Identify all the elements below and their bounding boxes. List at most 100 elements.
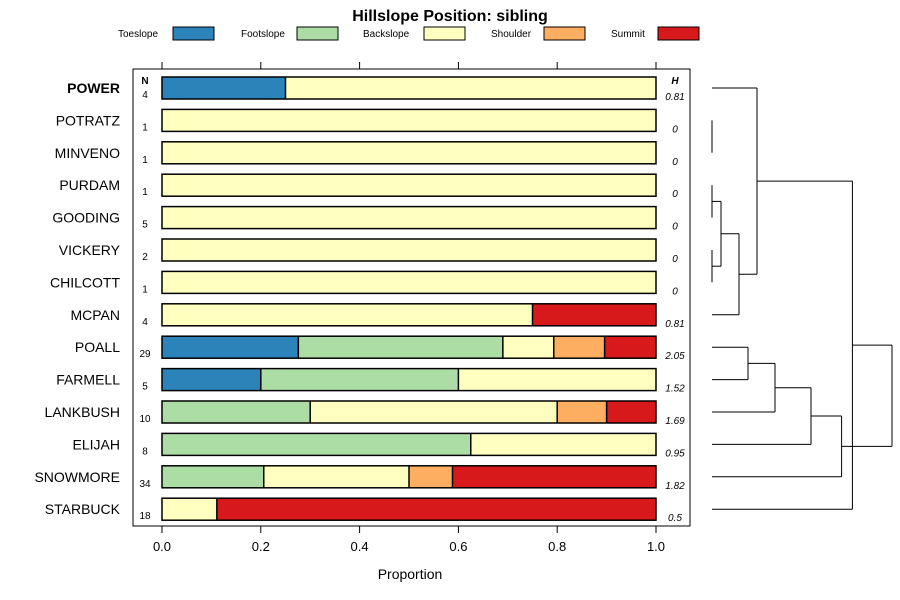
plot-frame bbox=[132, 68, 691, 527]
row-label-purdam: PURDAM bbox=[59, 177, 120, 193]
bars-group bbox=[161, 76, 657, 521]
bar-gooding-backslope bbox=[162, 206, 656, 229]
n-value-starbuck: 18 bbox=[139, 511, 151, 522]
legend-swatch-footslope bbox=[296, 26, 339, 41]
h-value-power: 0.81 bbox=[665, 92, 684, 103]
n-values: 4 1 1 1 5 2 1 4 29 5 10 8 34 18 bbox=[139, 90, 151, 522]
h-value-poall: 2.05 bbox=[664, 351, 685, 362]
bar-outline-elijah bbox=[161, 432, 657, 457]
bar-outline-lankbush bbox=[161, 400, 657, 424]
row-label-chilcott: CHILCOTT bbox=[50, 274, 120, 290]
chart-title: Hillslope Position: sibling bbox=[352, 8, 548, 25]
bar-farmell-footslope bbox=[260, 368, 459, 391]
n-column-header: N bbox=[141, 76, 148, 87]
n-value-poall: 29 bbox=[139, 349, 151, 360]
n-value-mcpan: 4 bbox=[142, 317, 148, 328]
bar-elijah-backslope bbox=[470, 433, 656, 456]
bar-vickery-backslope bbox=[162, 239, 656, 261]
h-value-lankbush: 1.69 bbox=[665, 416, 685, 427]
n-value-potratz: 1 bbox=[142, 122, 148, 133]
row-label-poall: POALL bbox=[75, 339, 120, 355]
legend-swatch-summit bbox=[657, 26, 700, 41]
legend-label-toeslope: Toeslope bbox=[118, 29, 158, 40]
bar-poall-footslope bbox=[298, 336, 503, 359]
bar-lankbush-backslope bbox=[310, 401, 558, 423]
bar-farmell-backslope bbox=[458, 368, 656, 391]
legend-swatch-toeslope bbox=[172, 26, 215, 41]
bar-farmell-toeslope bbox=[162, 368, 261, 391]
bar-outline-chilcott bbox=[161, 270, 657, 295]
legend-label-shoulder: Shoulder bbox=[491, 29, 532, 40]
x-tick-label-5: 1.0 bbox=[647, 539, 665, 554]
bar-potratz-backslope bbox=[162, 109, 656, 132]
bar-poall-toeslope bbox=[162, 336, 299, 359]
n-value-lankbush: 10 bbox=[139, 414, 151, 425]
top-axis-ticks bbox=[161, 62, 657, 69]
h-values: 0.81 0 0 0 0 0 0 0.81 2.05 1.52 1.69 0.95 1.82 0.5 bbox=[664, 92, 685, 524]
bar-minveno-backslope bbox=[162, 141, 656, 164]
h-value-minveno: 0 bbox=[672, 157, 678, 168]
n-value-farmell: 5 bbox=[142, 382, 148, 393]
bar-power-backslope bbox=[285, 77, 656, 99]
h-value-snowmore: 1.82 bbox=[665, 481, 685, 492]
bar-lankbush-shoulder bbox=[557, 401, 607, 423]
legend-label-footslope: Footslope bbox=[241, 29, 285, 40]
row-label-starbuck: STARBUCK bbox=[45, 501, 121, 517]
bar-snowmore-footslope bbox=[162, 465, 264, 488]
bar-poall-summit bbox=[604, 336, 656, 359]
bar-outline-starbuck bbox=[161, 497, 657, 521]
bar-lankbush-summit bbox=[606, 401, 656, 423]
x-tick-label-1: 0.2 bbox=[252, 539, 270, 554]
legend: Toeslope Footslope Backslope Shoulder Summit bbox=[118, 26, 700, 41]
bar-elijah-footslope bbox=[162, 433, 471, 456]
bar-outline-poall bbox=[161, 335, 657, 359]
h-value-mcpan: 0.81 bbox=[665, 319, 684, 330]
h-value-purdam: 0 bbox=[672, 189, 678, 200]
bar-mcpan-summit bbox=[532, 303, 656, 326]
legend-swatch-backslope bbox=[423, 26, 466, 41]
x-tick-label-0: 0.0 bbox=[153, 539, 171, 554]
bar-purdam-backslope bbox=[162, 174, 656, 197]
row-label-gooding: GOODING bbox=[52, 210, 120, 226]
bar-snowmore-backslope bbox=[263, 465, 409, 488]
row-label-potratz: POTRATZ bbox=[56, 112, 121, 128]
row-label-elijah: ELIJAH bbox=[73, 436, 120, 452]
bar-outline-mcpan bbox=[161, 303, 657, 327]
bar-starbuck-summit bbox=[216, 498, 657, 521]
h-value-vickery: 0 bbox=[672, 254, 678, 265]
bar-outline-vickery bbox=[161, 238, 657, 262]
h-column-header: H bbox=[671, 76, 679, 87]
row-label-minveno: MINVENO bbox=[55, 145, 120, 161]
n-value-purdam: 1 bbox=[142, 187, 148, 198]
legend-swatch-shoulder bbox=[543, 26, 586, 41]
h-value-potratz: 0 bbox=[672, 124, 678, 135]
n-value-chilcott: 1 bbox=[142, 284, 148, 295]
h-value-farmell: 1.52 bbox=[665, 384, 685, 395]
bar-outline-snowmore bbox=[161, 465, 657, 489]
legend-label-backslope: Backslope bbox=[363, 29, 410, 40]
bar-outline-power bbox=[161, 76, 657, 100]
n-value-snowmore: 34 bbox=[139, 479, 151, 490]
bar-outline-purdam bbox=[161, 173, 657, 197]
n-value-elijah: 8 bbox=[142, 446, 148, 457]
x-tick-label-3: 0.6 bbox=[449, 539, 467, 554]
n-value-gooding: 5 bbox=[142, 220, 148, 231]
bar-snowmore-summit bbox=[452, 465, 656, 488]
h-value-elijah: 0.95 bbox=[665, 448, 685, 459]
bar-snowmore-shoulder bbox=[409, 465, 453, 488]
dendrogram bbox=[711, 87, 893, 510]
bar-power-toeslope bbox=[162, 77, 286, 99]
row-label-lankbush: LANKBUSH bbox=[45, 404, 120, 420]
h-value-starbuck: 0.5 bbox=[668, 513, 682, 524]
row-label-snowmore: SNOWMORE bbox=[34, 469, 120, 485]
h-value-chilcott: 0 bbox=[672, 286, 678, 297]
n-value-vickery: 2 bbox=[142, 252, 148, 263]
n-value-power: 4 bbox=[142, 90, 148, 101]
bar-chilcott-backslope bbox=[162, 271, 656, 294]
row-label-farmell: FARMELL bbox=[56, 372, 120, 388]
x-axis-label: Proportion bbox=[378, 566, 443, 582]
n-value-minveno: 1 bbox=[142, 155, 148, 166]
x-tick-label-4: 0.8 bbox=[548, 539, 566, 554]
